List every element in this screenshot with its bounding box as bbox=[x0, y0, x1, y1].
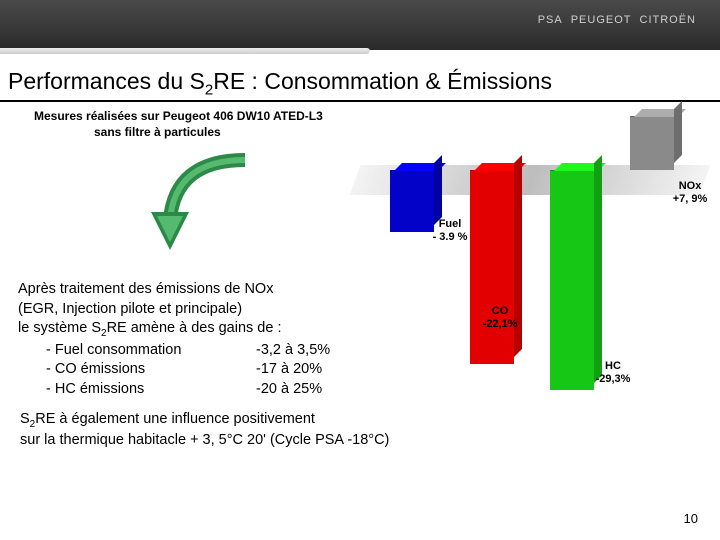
bar-label-hc: HC-29,3% bbox=[578, 360, 648, 385]
footer-l2: sur la thermique habitacle + 3, 5°C 20' … bbox=[20, 431, 389, 451]
brand-psa: PSA bbox=[538, 14, 563, 26]
chart-area: Fuel- 3.9 %CO-22,1%HC-29,3%NOx+7, 9% bbox=[360, 150, 700, 390]
footer-text: S2RE à également une influence positivem… bbox=[20, 410, 389, 451]
header-highlight bbox=[0, 48, 370, 54]
slide-title: Performances du S2RE : Consommation & Ém… bbox=[8, 68, 552, 99]
bar-label-nox: NOx+7, 9% bbox=[655, 180, 720, 205]
bar-label-co: CO-22,1% bbox=[465, 305, 535, 330]
brand-logo: PSA PEUGEOT CITROËN bbox=[538, 14, 696, 26]
body-l1b: (EGR, Injection pilote et principale) bbox=[18, 300, 334, 320]
page-number: 10 bbox=[684, 511, 698, 526]
body-l2: le système S2RE amène à des gains de : bbox=[18, 319, 334, 340]
title-sub: 2 bbox=[205, 82, 213, 99]
brand-citroen: CITROËN bbox=[640, 14, 697, 26]
footer-l1: S2RE à également une influence positivem… bbox=[20, 410, 389, 431]
body-item-2: - HC émissions-20 à 25% bbox=[46, 380, 334, 400]
body-text: Après traitement des émissions de NOx (E… bbox=[18, 280, 334, 399]
header-bar: PSA PEUGEOT CITROËN bbox=[0, 0, 720, 50]
body-item-1: - CO émissions-17 à 20% bbox=[46, 360, 334, 380]
body-item-0: - Fuel consommation-3,2 à 3,5% bbox=[46, 341, 334, 361]
subtitle: Mesures réalisées sur Peugeot 406 DW10 A… bbox=[34, 108, 323, 140]
title-post: RE : Consommation & Émissions bbox=[213, 68, 552, 94]
subtitle-line2: sans filtre à particules bbox=[94, 124, 323, 140]
title-pre: Performances du S bbox=[8, 68, 205, 94]
body-l1a: Après traitement des émissions de NOx bbox=[18, 280, 334, 300]
curved-arrow bbox=[145, 150, 265, 260]
brand-peugeot: PEUGEOT bbox=[571, 14, 632, 26]
subtitle-line1: Mesures réalisées sur Peugeot 406 DW10 A… bbox=[34, 108, 323, 124]
title-underline bbox=[0, 100, 720, 102]
